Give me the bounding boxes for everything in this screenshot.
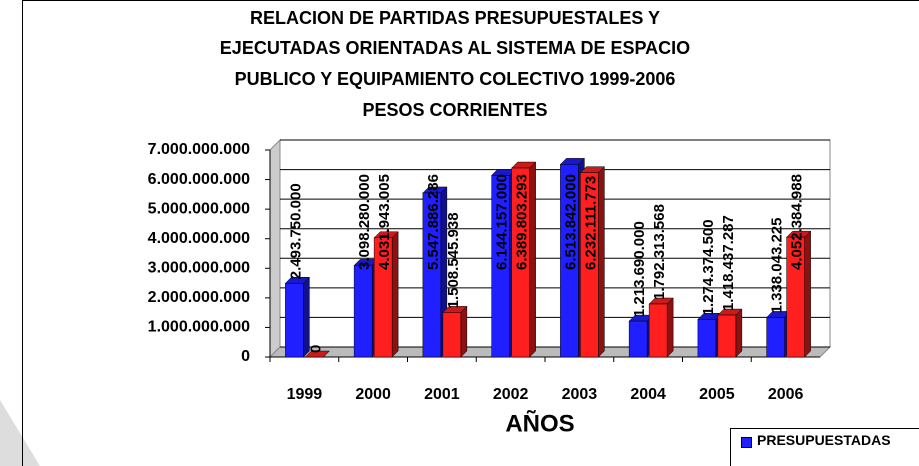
value-label: 4.031.943.005 [376, 174, 393, 270]
bar-side [460, 305, 468, 358]
value-label: 1.418.437.287 [720, 215, 737, 311]
x-tick-label: 2001 [424, 386, 460, 403]
value-label: 3.098.280.000 [356, 174, 373, 270]
y-tick-label: 7.000.000.000 [148, 141, 250, 158]
value-label: 1.792.313.568 [651, 204, 668, 300]
y-tick-label: 1.000.000.000 [148, 319, 250, 336]
x-tick-label: 2003 [562, 386, 598, 403]
legend: PRESUPUESTADAS [730, 428, 919, 466]
value-label: 1.274.374.500 [700, 219, 717, 315]
value-label: 1.338.043.225 [769, 217, 786, 313]
bar [285, 283, 304, 358]
bar [766, 317, 785, 358]
bar [511, 167, 530, 358]
bar [697, 319, 717, 358]
y-tick-label: 6.000.000.000 [148, 171, 250, 188]
side-wall [269, 138, 281, 359]
frame [22, 0, 919, 466]
bar [442, 312, 462, 358]
value-label: 6.232.111.773 [582, 176, 599, 270]
x-tick-label: 2006 [768, 386, 804, 403]
chart-title: RELACION DE PARTIDAS PRESUPUESTALES Y [250, 8, 660, 28]
y-tick-label: 3.000.000.000 [148, 260, 250, 277]
x-tick-label: 1999 [287, 386, 323, 403]
value-label: 6.144.157.000 [494, 174, 511, 270]
bar [422, 192, 442, 358]
bar [353, 265, 373, 358]
chart-title: PESOS CORRIENTES [362, 100, 547, 120]
bar-top [304, 350, 330, 358]
bar [373, 237, 393, 358]
bar [580, 172, 599, 358]
chart-title: PUBLICO Y EQUIPAMIENTO COLECTIVO 1999-20… [235, 69, 676, 89]
x-tick-label: 2000 [355, 386, 391, 403]
chart-title: EJECUTADAS ORIENTADAS AL SISTEMA DE ESPA… [220, 38, 690, 58]
x-tick-label: 2002 [493, 386, 529, 403]
bar [786, 236, 805, 358]
y-tick-label: 2.000.000.000 [148, 289, 250, 306]
bar-side [735, 308, 743, 358]
y-tick-label: 0 [241, 348, 250, 365]
x-tick-label: 2004 [630, 386, 666, 403]
value-label: 1.213.690.000 [631, 221, 648, 317]
value-label: 0 [307, 345, 324, 353]
y-tick-label: 4.000.000.000 [148, 230, 250, 247]
x-tick-label: 2005 [699, 386, 735, 403]
bar [560, 164, 579, 358]
x-axis-label: AÑOS [505, 409, 574, 437]
value-label: 6.513.842.000 [562, 174, 579, 270]
bar [717, 314, 737, 358]
value-label: 2.493.750.000 [287, 183, 304, 279]
bar [648, 303, 668, 358]
legend-label: PRESUPUESTADAS [757, 432, 891, 448]
value-label: 5.547.886.286 [425, 174, 442, 270]
value-label: 4.052.384.988 [789, 174, 806, 270]
bar [628, 320, 648, 358]
bar [491, 175, 510, 358]
bar-side [666, 297, 674, 358]
value-label: 6.389.803.293 [514, 174, 531, 270]
y-tick-label: 5.000.000.000 [148, 200, 250, 217]
legend-swatch [741, 437, 752, 448]
decoration [0, 400, 40, 466]
value-label: 1.508.545.938 [445, 212, 462, 308]
